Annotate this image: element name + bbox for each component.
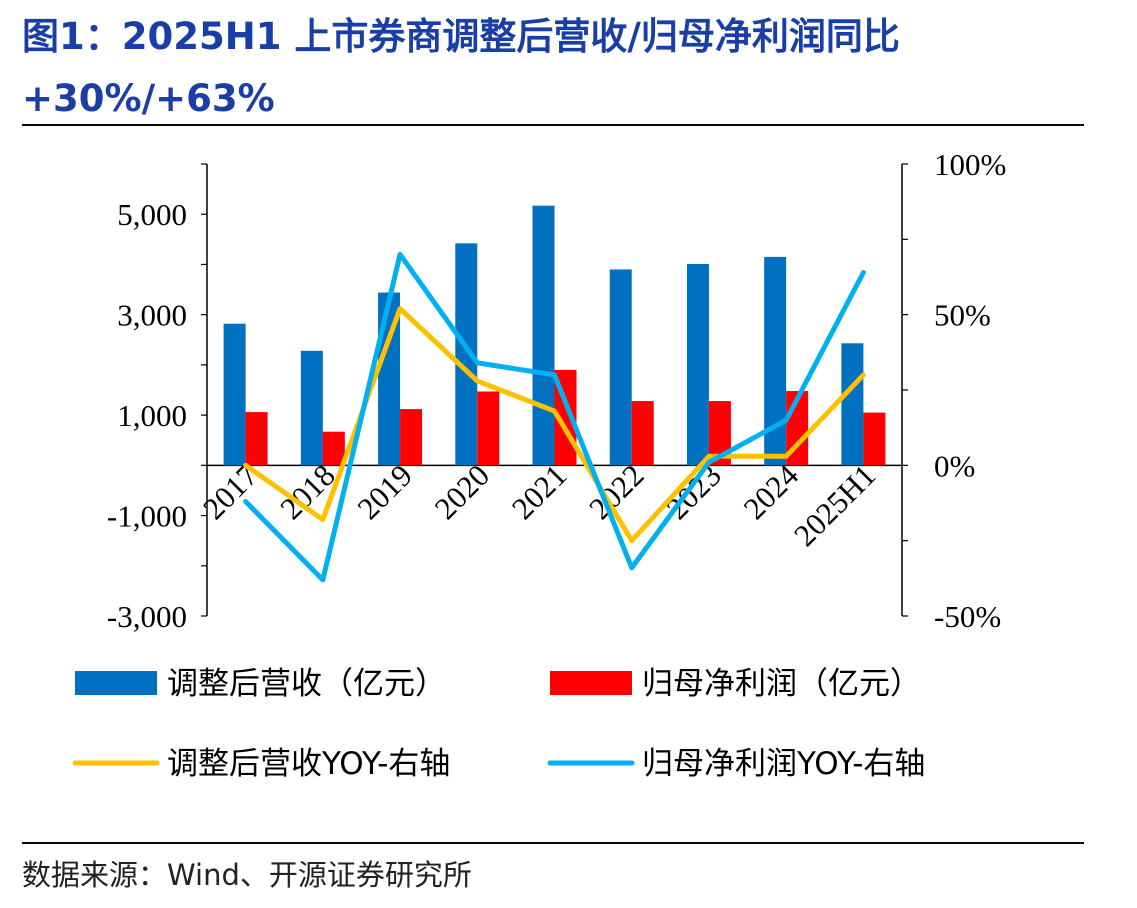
revenue-bar — [300, 350, 323, 466]
legend-label: 调整后营收YOY-右轴 — [167, 746, 450, 782]
bottom-rule — [22, 842, 1084, 844]
revenue-bar — [455, 243, 478, 466]
legend-label: 调整后营收（亿元） — [167, 666, 446, 702]
revenue-bar — [686, 263, 709, 466]
revenue-bar — [764, 256, 787, 466]
category-label: 2019 — [350, 458, 419, 527]
category-label: 2020 — [428, 458, 497, 527]
right-tick-label: 50% — [934, 298, 991, 333]
legend-label: 归母净利润（亿元） — [642, 666, 921, 702]
right-tick-label: 100% — [934, 147, 1006, 182]
net-profit-bar — [708, 401, 731, 466]
left-tick-label: 3,000 — [117, 298, 187, 333]
net-profit-bar — [477, 391, 500, 466]
right-tick-label: -50% — [934, 599, 1001, 634]
revenue-bar — [532, 205, 555, 466]
title-line-2: +30%/+63% — [22, 77, 275, 120]
legend-label: 归母净利润YOY-右轴 — [642, 746, 925, 782]
net-profit-bar — [400, 409, 423, 466]
revenue-bar — [841, 343, 864, 466]
net-profit-bar — [631, 401, 654, 466]
revenue-bar — [378, 292, 401, 466]
legend-swatch — [550, 671, 632, 695]
source-note: 数据来源：Wind、开源证券研究所 — [22, 858, 472, 892]
net-profit-bar — [245, 412, 268, 466]
top-rule — [22, 124, 1084, 126]
category-label: 2025H1 — [787, 458, 882, 553]
combo-chart: 5,000 3,000 1,000 -1,000 -3,000 100% 50% 0% -50%… — [72, 147, 1006, 782]
net-profit-bar — [322, 431, 345, 466]
left-tick-label: -3,000 — [107, 599, 187, 634]
revenue-bar — [609, 269, 632, 466]
category-label: 2021 — [505, 458, 574, 527]
category-label: 2024 — [737, 457, 806, 526]
net-profit-bar — [863, 412, 886, 466]
title-line-1: 图1：2025H1 上市券商调整后营收/归母净利润同比 — [22, 15, 900, 58]
revenue-yoy-line — [243, 306, 866, 544]
left-tick-label: 1,000 — [117, 398, 187, 433]
left-tick-label: -1,000 — [107, 499, 187, 534]
right-tick-label: 0% — [934, 448, 975, 483]
revenue-bar — [223, 323, 246, 466]
legend-swatch — [75, 671, 157, 695]
chart-title: 图1：2025H1 上市券商调整后营收/归母净利润同比 +30%/+63% — [22, 6, 1102, 130]
net-profit-yoy-line — [243, 251, 866, 583]
left-tick-label: 5,000 — [117, 197, 187, 232]
